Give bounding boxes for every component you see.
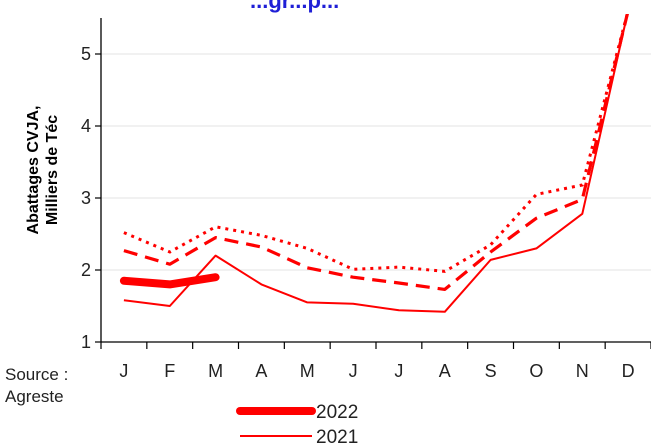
y-tick-label: 1	[81, 332, 91, 352]
legend-label: 2021	[316, 427, 358, 447]
x-tick-label: M	[300, 361, 315, 381]
x-tick-label: N	[576, 361, 589, 381]
source-text: Agreste	[5, 387, 64, 406]
series-line-dotted	[123, 14, 629, 273]
x-tick-label: M	[208, 361, 223, 381]
legend-label: 2022	[316, 402, 358, 423]
x-tick-label: A	[439, 361, 451, 381]
x-tick-label: F	[164, 361, 175, 381]
x-tick-label: D	[622, 361, 635, 381]
source-note: Source : Agreste	[5, 364, 68, 408]
source-label: Source :	[5, 365, 69, 384]
x-tick-label: O	[529, 361, 543, 381]
y-tick-label: 3	[81, 188, 91, 208]
y-tick-label: 5	[81, 44, 91, 64]
series-line-dashed	[123, 14, 629, 291]
series-line-2021	[123, 14, 629, 313]
x-tick-label: J	[119, 361, 128, 381]
y-axis-title-line: Milliers de Téc	[44, 115, 61, 225]
series-line-2022	[119, 273, 220, 289]
y-axis-title-line: Abattages CVJA,	[25, 106, 42, 235]
x-tick-label: S	[485, 361, 497, 381]
y-axis-title: Abattages CVJA, Milliers de Téc	[25, 106, 61, 235]
x-tick-label: J	[349, 361, 358, 381]
x-tick-label: J	[394, 361, 403, 381]
y-tick-label: 4	[81, 116, 91, 136]
chart-title: ...gr...p...	[250, 0, 340, 13]
x-tick-label: A	[255, 361, 267, 381]
y-tick-label: 2	[81, 260, 91, 280]
